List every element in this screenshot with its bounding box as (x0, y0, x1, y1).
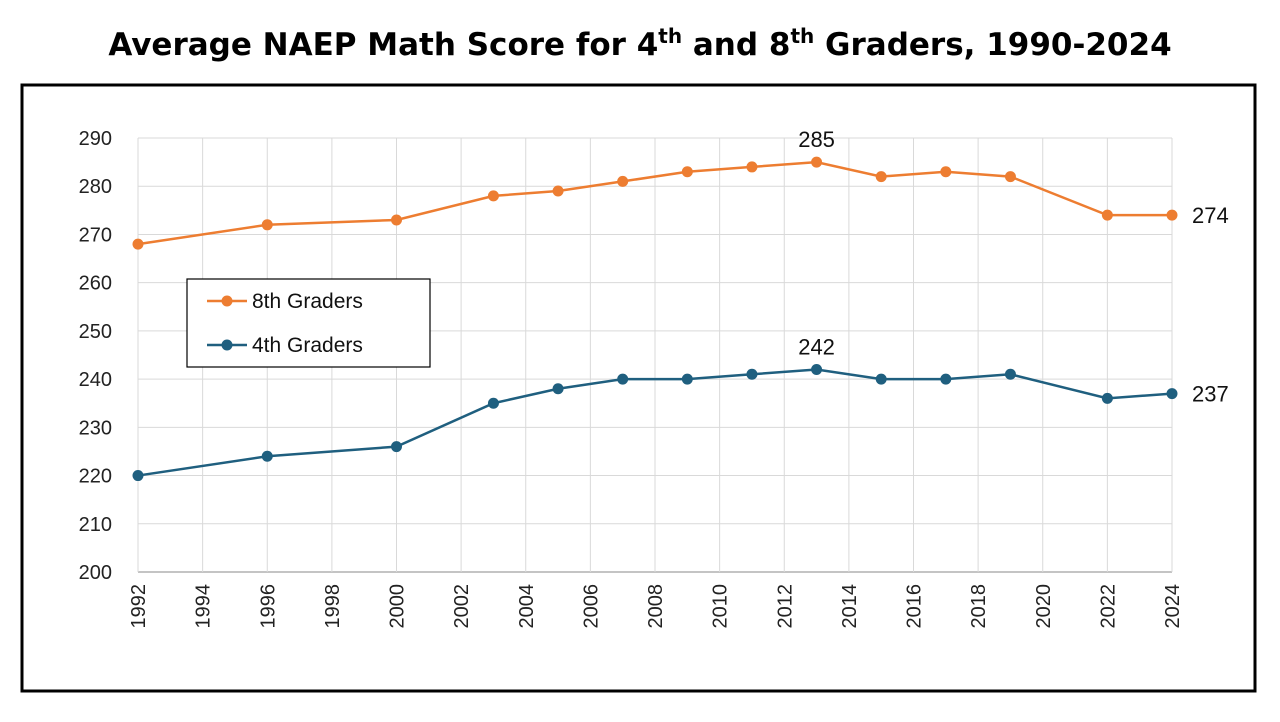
y-tick-label: 250 (79, 321, 112, 343)
data-point (875, 171, 887, 183)
x-tick-label: 2010 (710, 584, 732, 629)
data-point (132, 470, 144, 482)
y-tick-label: 220 (79, 466, 112, 488)
y-tick-label: 210 (79, 514, 112, 536)
data-point (1004, 171, 1016, 183)
x-tick-label: 1998 (322, 584, 344, 629)
x-tick-label: 1992 (128, 584, 150, 629)
data-point (391, 214, 402, 226)
legend-label: 8th Graders (252, 290, 363, 313)
data-point (617, 373, 629, 385)
data-point (940, 373, 952, 385)
data-point (1004, 368, 1016, 380)
y-tick-label: 260 (79, 273, 112, 295)
data-point (875, 373, 887, 385)
data-point (811, 363, 823, 375)
series-line-4th (137, 368, 1173, 477)
x-tick-label: 2012 (774, 584, 796, 629)
data-point (1101, 392, 1113, 404)
legend: 8th Graders 4th Graders (186, 278, 431, 368)
x-tick-label: 2024 (1162, 584, 1184, 629)
data-label: 274 (1192, 203, 1229, 228)
chart-frame (20, 83, 1257, 693)
series-group: 285 274 242 237 (132, 127, 1229, 482)
data-point (940, 166, 952, 178)
x-tick-label: 2016 (904, 584, 926, 629)
data-label: 237 (1192, 382, 1229, 407)
data-point (261, 219, 273, 231)
data-point (487, 397, 499, 409)
data-label: 242 (798, 334, 835, 359)
legend-box (186, 278, 431, 368)
x-tick-label: 2022 (1097, 584, 1119, 629)
x-tick-label: 2018 (968, 584, 990, 629)
y-tick-label: 230 (79, 417, 112, 439)
x-tick-label: 2002 (451, 584, 473, 629)
x-tick-label: 1994 (193, 584, 215, 629)
data-point (132, 238, 144, 250)
data-point (746, 368, 758, 380)
data-point (746, 161, 758, 173)
y-tick-label: 240 (79, 369, 112, 391)
y-tick-label: 290 (79, 128, 112, 150)
legend-marker (221, 339, 233, 351)
data-point (487, 190, 499, 202)
data-point (261, 450, 273, 462)
x-tick-label: 2008 (645, 584, 667, 629)
data-label: 285 (798, 127, 835, 152)
x-tick-label: 1996 (257, 584, 279, 629)
y-tick-label: 280 (79, 176, 112, 198)
data-point (681, 166, 693, 178)
data-point (1166, 209, 1178, 221)
x-tick-label: 2004 (516, 584, 538, 629)
data-point (552, 185, 564, 197)
y-tick-label: 270 (79, 224, 112, 246)
legend-marker (221, 295, 233, 307)
data-point (681, 373, 693, 385)
data-point (391, 441, 402, 453)
data-point (1166, 388, 1178, 400)
legend-label: 4th Graders (252, 334, 363, 357)
x-tick-label: 2020 (1033, 584, 1055, 629)
data-point (811, 156, 823, 168)
data-point (617, 175, 629, 187)
x-tick-label: 2006 (580, 584, 602, 629)
data-point (1101, 209, 1113, 221)
x-tick-label: 2014 (839, 584, 861, 629)
axis-ticks: 200 210 220 230 240 250 260 270 280 290 1992 1994 19… (79, 128, 1184, 629)
series-line-8th (137, 160, 1172, 246)
chart-title: Average NAEP Math Score for 4th and 8th … (108, 24, 1171, 63)
x-tick-label: 2000 (387, 584, 409, 629)
data-point (552, 383, 564, 395)
y-tick-label: 200 (79, 562, 112, 584)
